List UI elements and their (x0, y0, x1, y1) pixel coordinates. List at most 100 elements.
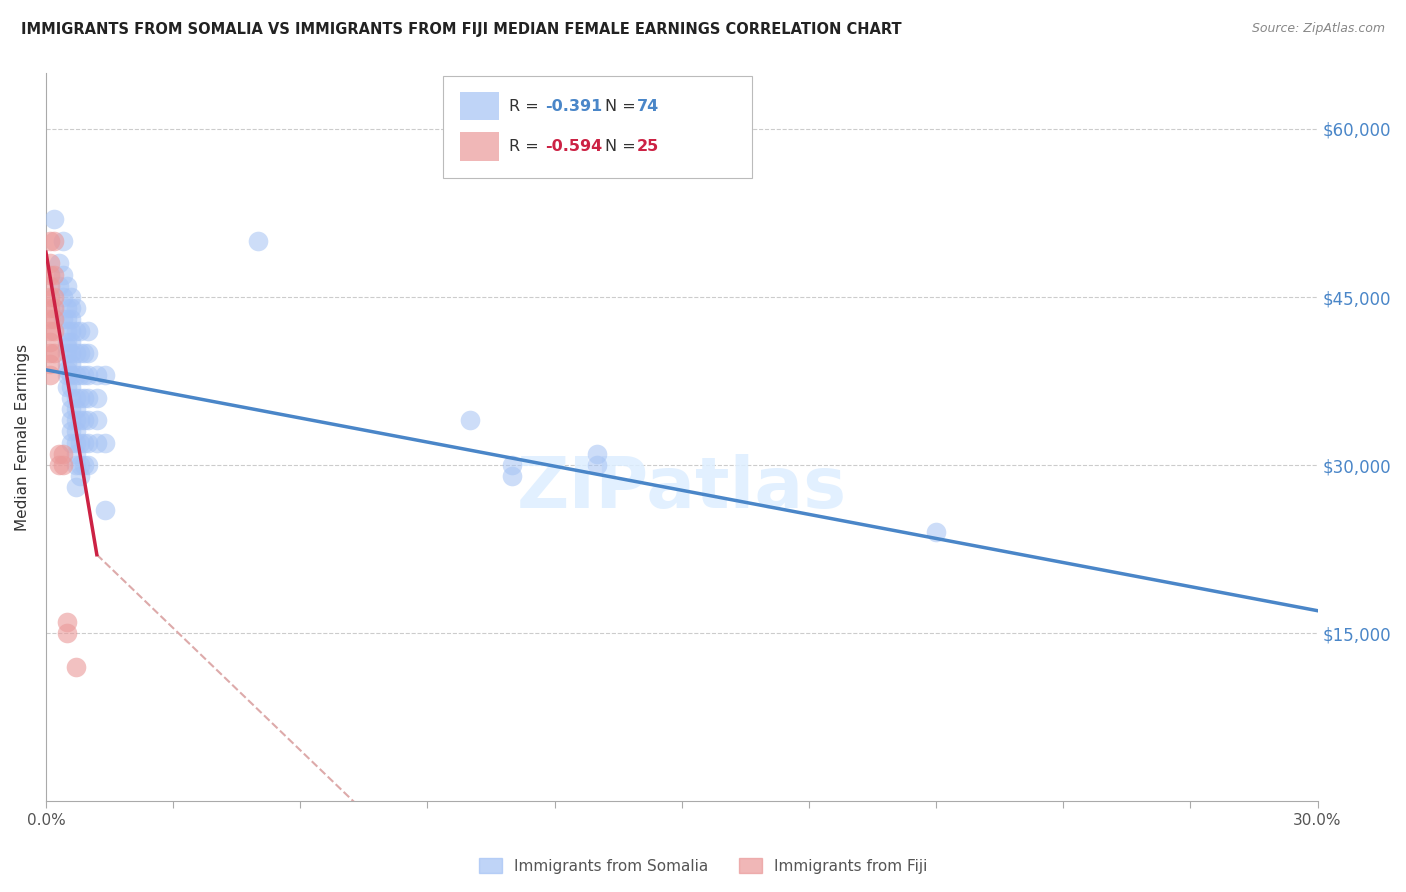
Point (77, 346, 100, 360)
Text: ZIPatlas: ZIPatlas (516, 453, 846, 523)
Point (65, 402, 87, 417)
Point (65, 480, 87, 494)
Text: Source: ZipAtlas.com: Source: ZipAtlas.com (1251, 22, 1385, 36)
Point (56, 357, 79, 371)
Point (52, 458, 75, 472)
Point (65, 447, 87, 461)
Point (44, 290, 66, 304)
Y-axis label: Median Female Earnings: Median Female Earnings (15, 343, 30, 531)
Point (60, 324, 83, 338)
Point (48, 447, 70, 461)
Point (77, 435, 100, 450)
Point (56, 368, 79, 383)
Point (56, 346, 79, 360)
Point (77, 413, 100, 427)
Point (44, 324, 66, 338)
Text: N =: N = (605, 99, 641, 113)
Point (69, 324, 91, 338)
Point (39, 256, 62, 270)
Point (60, 301, 83, 316)
Point (586, 458, 609, 472)
Legend: Immigrants from Somalia, Immigrants from Fiji: Immigrants from Somalia, Immigrants from… (472, 852, 934, 880)
Point (69, 469, 91, 483)
Point (501, 458, 523, 472)
Point (69, 435, 91, 450)
Point (69, 413, 91, 427)
Text: R =: R = (509, 99, 544, 113)
Point (52, 312, 75, 326)
Point (246, 234, 269, 248)
Point (65, 425, 87, 439)
Point (65, 659, 87, 673)
Point (56, 278, 79, 293)
Point (65, 413, 87, 427)
Text: 25: 25 (637, 139, 659, 153)
Point (73, 346, 96, 360)
Point (60, 402, 83, 417)
Text: 74: 74 (637, 99, 659, 113)
Text: N =: N = (605, 139, 641, 153)
Point (69, 346, 91, 360)
Point (60, 379, 83, 393)
Point (65, 301, 87, 316)
Point (73, 435, 96, 450)
Point (65, 458, 87, 472)
Point (65, 435, 87, 450)
Point (94, 435, 117, 450)
Point (60, 312, 83, 326)
Point (39, 234, 62, 248)
Point (44, 211, 66, 226)
Text: R =: R = (509, 139, 544, 153)
Point (39, 346, 62, 360)
Point (77, 458, 100, 472)
Point (52, 234, 75, 248)
Point (44, 268, 66, 282)
Point (44, 346, 66, 360)
Point (52, 268, 75, 282)
Point (39, 324, 62, 338)
Text: IMMIGRANTS FROM SOMALIA VS IMMIGRANTS FROM FIJI MEDIAN FEMALE EARNINGS CORRELATI: IMMIGRANTS FROM SOMALIA VS IMMIGRANTS FR… (21, 22, 901, 37)
Point (73, 458, 96, 472)
Point (56, 379, 79, 393)
Point (73, 391, 96, 405)
Point (69, 368, 91, 383)
Point (44, 301, 66, 316)
Point (86, 413, 108, 427)
Point (60, 391, 83, 405)
Point (39, 312, 62, 326)
Point (56, 324, 79, 338)
Point (39, 357, 62, 371)
Point (39, 368, 62, 383)
Point (48, 256, 70, 270)
Point (60, 368, 83, 383)
Point (77, 391, 100, 405)
Point (65, 324, 87, 338)
Point (458, 413, 481, 427)
Point (65, 391, 87, 405)
Text: -0.594: -0.594 (546, 139, 603, 153)
Point (94, 368, 117, 383)
Point (86, 435, 108, 450)
Point (56, 363, 79, 377)
Point (39, 278, 62, 293)
Point (586, 447, 609, 461)
Point (52, 290, 75, 304)
Point (44, 234, 66, 248)
Point (60, 357, 83, 371)
Point (56, 334, 79, 349)
Point (39, 268, 62, 282)
Point (52, 447, 75, 461)
Point (44, 312, 66, 326)
Point (60, 435, 83, 450)
Point (60, 334, 83, 349)
Text: -0.391: -0.391 (546, 99, 603, 113)
Point (65, 346, 87, 360)
Point (65, 368, 87, 383)
Point (925, 525, 948, 540)
Point (56, 341, 79, 355)
Point (56, 615, 79, 629)
Point (86, 391, 108, 405)
Point (60, 346, 83, 360)
Point (56, 301, 79, 316)
Point (77, 324, 100, 338)
